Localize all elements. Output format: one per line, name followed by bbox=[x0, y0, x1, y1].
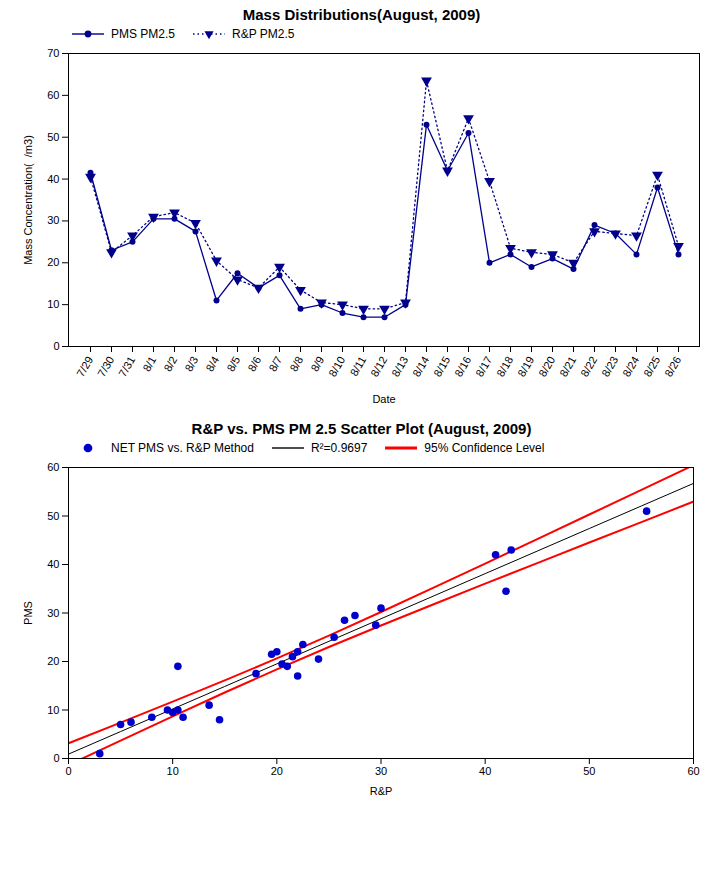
svg-text:8/12: 8/12 bbox=[368, 354, 389, 379]
svg-text:8/25: 8/25 bbox=[641, 354, 662, 379]
svg-text:0: 0 bbox=[53, 340, 59, 352]
svg-text:30: 30 bbox=[47, 607, 59, 619]
svg-text:PMS: PMS bbox=[22, 601, 34, 625]
svg-text:7/29: 7/29 bbox=[74, 354, 95, 379]
svg-text:8/21: 8/21 bbox=[557, 354, 578, 379]
html-text:PMS PM2.5: PMS PM2.5 bbox=[111, 27, 175, 41]
svg-text:Date: Date bbox=[372, 393, 395, 405]
svg-text:40: 40 bbox=[479, 765, 491, 777]
svg-text:10: 10 bbox=[167, 765, 179, 777]
svg-text:20: 20 bbox=[47, 655, 59, 667]
svg-text:Mass Concentration( /m3): Mass Concentration( /m3) bbox=[22, 135, 34, 265]
html-text:Mass Distributions(August, 200: Mass Distributions(August, 2009) bbox=[242, 6, 481, 23]
svg-text:50: 50 bbox=[47, 131, 59, 143]
svg-text:60: 60 bbox=[687, 765, 699, 777]
svg-text:8/1: 8/1 bbox=[140, 354, 158, 373]
svg-text:R&P: R&P bbox=[370, 785, 393, 797]
svg-text:60: 60 bbox=[47, 89, 59, 101]
svg-text:10: 10 bbox=[47, 704, 59, 716]
svg-text:20: 20 bbox=[47, 256, 59, 268]
svg-text:8/10: 8/10 bbox=[326, 354, 347, 379]
svg-text:30: 30 bbox=[375, 765, 387, 777]
svg-text:8/23: 8/23 bbox=[599, 354, 620, 379]
svg-text:8/15: 8/15 bbox=[431, 354, 452, 379]
svg-text:8/26: 8/26 bbox=[662, 354, 683, 379]
svg-text:8/20: 8/20 bbox=[536, 354, 557, 379]
svg-text:30: 30 bbox=[47, 214, 59, 226]
svg-text:8/5: 8/5 bbox=[224, 354, 242, 373]
html-text:R²=0.9697: R²=0.9697 bbox=[311, 441, 368, 455]
svg-text:50: 50 bbox=[47, 510, 59, 522]
svg-text:8/17: 8/17 bbox=[473, 354, 494, 379]
svg-text:40: 40 bbox=[47, 173, 59, 185]
svg-text:8/6: 8/6 bbox=[245, 354, 263, 373]
html-text:95% Confidence Level: 95% Confidence Level bbox=[424, 441, 545, 455]
svg-text:7/31: 7/31 bbox=[116, 354, 137, 379]
html-text:R&P vs. PMS PM 2.5 Scatter Plo: R&P vs. PMS PM 2.5 Scatter Plot (August,… bbox=[191, 420, 532, 437]
svg-text:70: 70 bbox=[47, 47, 59, 59]
svg-text:7/30: 7/30 bbox=[95, 354, 116, 379]
svg-text:8/24: 8/24 bbox=[620, 354, 641, 379]
svg-text:40: 40 bbox=[47, 558, 59, 570]
html-text:NET PMS vs. R&P Method: NET PMS vs. R&P Method bbox=[111, 441, 254, 455]
svg-text:8/9: 8/9 bbox=[308, 354, 326, 373]
svg-text:8/19: 8/19 bbox=[515, 354, 536, 379]
svg-text:8/14: 8/14 bbox=[410, 354, 431, 379]
svg-text:8/8: 8/8 bbox=[287, 354, 305, 373]
svg-text:50: 50 bbox=[583, 765, 595, 777]
svg-text:8/4: 8/4 bbox=[203, 354, 221, 373]
html-text:R&P PM2.5: R&P PM2.5 bbox=[232, 27, 295, 41]
svg-text:8/13: 8/13 bbox=[389, 354, 410, 379]
svg-text:10: 10 bbox=[47, 298, 59, 310]
svg-text:0: 0 bbox=[65, 765, 71, 777]
svg-text:20: 20 bbox=[271, 765, 283, 777]
svg-text:8/16: 8/16 bbox=[452, 354, 473, 379]
svg-text:8/22: 8/22 bbox=[578, 354, 599, 379]
svg-text:8/11: 8/11 bbox=[348, 354, 369, 378]
svg-text:0: 0 bbox=[53, 752, 59, 764]
svg-text:8/7: 8/7 bbox=[266, 354, 284, 373]
svg-text:8/3: 8/3 bbox=[182, 354, 200, 373]
svg-text:8/18: 8/18 bbox=[494, 354, 515, 379]
svg-text:8/2: 8/2 bbox=[161, 354, 179, 373]
svg-text:60: 60 bbox=[47, 461, 59, 473]
